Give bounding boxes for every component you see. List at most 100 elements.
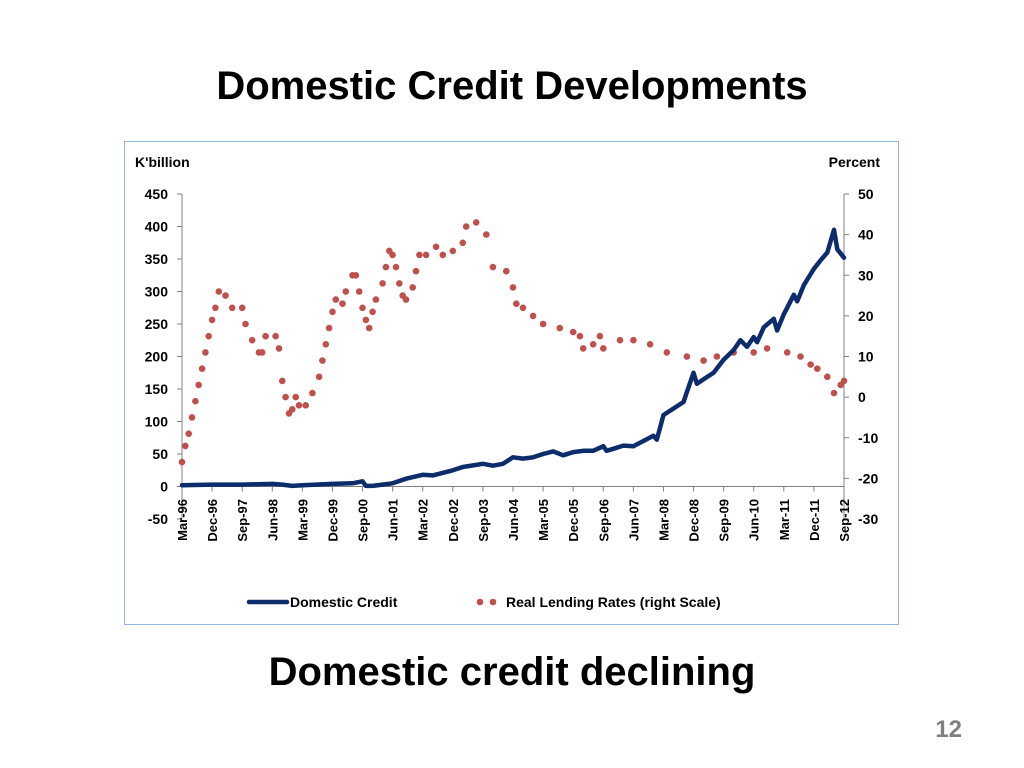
lending-rate-point	[272, 332, 279, 340]
lending-rate-point	[489, 263, 497, 271]
left-tick-label: 100	[145, 414, 169, 430]
lending-rate-point	[519, 304, 527, 312]
lending-rate-point	[292, 393, 299, 401]
line-chart: K'billion Percent-50050100150200250300350…	[135, 154, 880, 610]
left-tick-label: 150	[145, 381, 169, 397]
lending-rate-point	[188, 414, 196, 421]
right-tick-label: 40	[858, 227, 874, 243]
lending-rate-point	[325, 324, 333, 332]
lending-rate-point	[663, 349, 671, 356]
lending-rate-point	[248, 336, 256, 344]
lending-rate-point	[258, 349, 266, 356]
x-tick-label: Mar-02	[416, 499, 431, 541]
lending-rate-point	[422, 251, 430, 259]
lending-rate-point	[309, 389, 316, 397]
left-tick-label: 300	[145, 284, 169, 300]
lending-rate-point	[589, 341, 597, 348]
lending-rate-point	[763, 345, 771, 352]
lending-rate-point	[700, 357, 707, 364]
lending-rate-point	[432, 243, 440, 251]
x-tick-label: Jun-98	[265, 499, 280, 541]
lending-rate-point	[392, 263, 400, 271]
left-tick-label: 400	[145, 219, 169, 235]
x-tick-label: Sep-00	[356, 499, 371, 542]
lending-rate-point	[556, 324, 564, 332]
lending-rate-point	[840, 377, 848, 385]
lending-rate-point	[750, 349, 757, 356]
right-tick-label: 50	[858, 186, 874, 202]
right-tick-label: 0	[858, 389, 866, 405]
x-tick-label: Sep-06	[596, 499, 611, 542]
lending-rate-point	[208, 316, 216, 324]
lending-rate-point	[342, 288, 350, 295]
lending-rate-point	[783, 349, 791, 356]
right-tick-label: -30	[858, 511, 878, 527]
x-tick-label: Jun-07	[626, 499, 641, 541]
lending-rate-point	[302, 402, 309, 409]
lending-rate-point	[569, 328, 577, 336]
x-tick-label: Sep-12	[837, 499, 852, 542]
lending-rate-point	[365, 324, 373, 332]
lending-rate-point	[242, 320, 249, 328]
right-tick-label: 30	[858, 267, 874, 283]
lending-rate-point	[807, 361, 814, 368]
lending-rate-point	[369, 308, 376, 316]
lending-rate-point	[315, 373, 323, 381]
lending-rate-point	[824, 373, 831, 381]
lending-rate-point	[449, 247, 457, 255]
lending-rate-point	[814, 365, 821, 372]
lending-rate-point	[222, 292, 229, 299]
lending-rate-point	[319, 357, 326, 364]
x-tick-label: Mar-08	[656, 499, 671, 541]
lending-rate-point	[185, 430, 192, 438]
lending-rate-point	[389, 251, 396, 259]
lending-rate-point	[228, 304, 236, 312]
x-tick-label: Dec-11	[807, 499, 822, 541]
lending-rate-point	[332, 296, 340, 303]
lending-rate-point	[513, 300, 520, 307]
lending-rate-point	[600, 345, 607, 352]
lending-rate-point	[359, 304, 366, 312]
lending-rate-point	[416, 251, 423, 259]
legend-lending-rate-label: Real Lending Rates (right Scale)	[506, 594, 721, 610]
left-tick-label: 0	[160, 479, 168, 495]
right-tick-label: -20	[858, 470, 878, 486]
legend-domestic-credit-label: Domestic Credit	[290, 594, 398, 610]
lending-rate-point	[192, 397, 199, 405]
lending-rate-point	[539, 320, 547, 328]
lending-rate-point	[382, 263, 390, 271]
chart-frame: K'billion Percent -50 0 50 100 150 200 250 300 350…	[124, 141, 899, 625]
lending-rate-point	[262, 332, 269, 340]
lending-rate-point	[205, 332, 212, 340]
x-tick-label: Dec-96	[205, 499, 220, 542]
lending-rate-point	[372, 296, 380, 303]
lending-rate-point	[195, 381, 202, 389]
lending-rate-point	[472, 219, 480, 226]
lending-rate-point	[596, 332, 604, 340]
lending-rate-point	[379, 280, 386, 287]
lending-rate-point	[646, 341, 654, 348]
lending-rate-point	[630, 336, 637, 344]
lending-rate-point	[616, 336, 624, 344]
x-tick-label: Mar-11	[777, 499, 792, 540]
lending-rate-point	[198, 365, 206, 372]
right-tick-label: 10	[858, 349, 874, 365]
x-tick-label: Mar-96	[175, 499, 190, 541]
lending-rate-point	[713, 353, 721, 360]
lending-rate-point	[355, 288, 363, 295]
lending-rate-point	[215, 288, 223, 295]
left-tick-label: 50	[152, 446, 168, 462]
x-tick-label: Sep-09	[717, 499, 732, 542]
right-tick-label: -10	[858, 430, 878, 446]
lending-rate-point	[509, 284, 517, 291]
lending-rate-point	[202, 349, 209, 356]
lending-rate-point	[282, 393, 289, 401]
lending-rate-point	[339, 300, 346, 307]
left-tick-label: 200	[145, 349, 169, 365]
lending-rate-point	[238, 304, 246, 312]
lending-rate-point	[683, 353, 691, 360]
lending-rate-point	[396, 280, 403, 287]
x-tick-label: Sep-97	[235, 499, 250, 542]
lending-rate-point	[329, 308, 336, 316]
x-tick-label: Dec-02	[446, 499, 461, 542]
